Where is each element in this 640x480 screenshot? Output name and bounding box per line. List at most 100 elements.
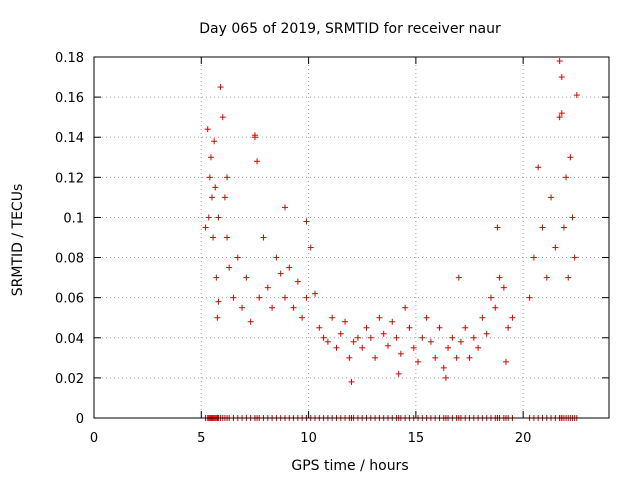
data-point [286,264,293,271]
data-point [354,334,361,341]
grid-layer [94,57,609,418]
data-point [202,224,209,231]
data-point [348,378,355,385]
data-point [539,224,546,231]
data-point [453,354,460,361]
data-point [466,354,473,361]
data-point [221,194,228,201]
data-point [563,174,570,181]
y-tick-label: 0.08 [55,252,84,267]
data-point [543,274,550,281]
data-point [299,314,306,321]
y-tick-label: 0.06 [55,292,84,307]
data-point [206,174,213,181]
data-point [573,92,580,99]
data-point [303,218,310,225]
x-tick-label: 0 [90,431,98,446]
plot-frame [93,56,610,419]
data-point [432,354,439,361]
data-point [247,318,254,325]
data-point [397,350,404,357]
data-point [558,110,565,117]
data-point [329,314,336,321]
data-point [239,304,246,311]
data-point [217,84,224,91]
data-point [571,254,578,261]
data-point [419,334,426,341]
data-point [215,214,222,221]
data-point [402,304,409,311]
data-point [462,324,469,331]
data-point [307,244,314,251]
data-point [333,344,340,351]
data-point [224,234,231,241]
data-point [277,270,284,277]
data-point [556,58,563,65]
data-point [359,344,366,351]
data-point [492,304,499,311]
data-point [269,304,276,311]
x-tick-label: 5 [197,431,205,446]
data-point [211,138,218,145]
data-point [204,126,211,133]
data-point [251,132,258,139]
y-axis-label: SRMTID / TECUs [10,184,26,297]
data-point [350,338,357,345]
data-point [234,254,241,261]
data-point [475,344,482,351]
data-point [457,338,464,345]
data-point [324,338,331,345]
data-point [346,354,353,361]
data-point [264,284,271,291]
data-point [254,158,261,165]
data-point [380,330,387,337]
data-point [215,298,222,305]
data-point [483,330,490,337]
data-point [479,314,486,321]
data-point [445,344,452,351]
data-point [210,234,217,241]
data-point [290,304,297,311]
data-point [363,324,370,331]
data-point [487,294,494,301]
data-point [243,274,250,281]
data-point [395,370,402,377]
x-tick-label: 10 [300,431,317,446]
data-point [205,214,212,221]
data-point [500,284,507,291]
data-point [342,318,349,325]
data-point [496,274,503,281]
data-point [455,274,462,281]
data-point [567,154,574,161]
data-point [273,254,280,261]
data-point [219,114,226,121]
chart-title: Day 065 of 2019, SRMTID for receiver nau… [199,21,501,37]
data-point [509,314,516,321]
data-point [565,274,572,281]
data-point [530,254,537,261]
data-point [556,114,563,121]
data-point [393,334,400,341]
data-point [294,278,301,285]
data-point [569,214,576,221]
data-point [552,244,559,251]
data-point [436,324,443,331]
data-point [449,334,456,341]
x-tick-label: 20 [515,431,532,446]
data-point [384,342,391,349]
y-tick-label: 0.18 [55,51,84,66]
y-tick-label: 0.04 [55,332,84,347]
data-point [303,294,310,301]
data-point [213,274,220,281]
data-point [281,294,288,301]
data-point [494,224,501,231]
data-point [367,334,374,341]
data-point [209,194,216,201]
data-point [440,364,447,371]
data-point [548,194,555,201]
data-point [406,324,413,331]
data-point [503,358,509,365]
data-point [320,334,327,341]
data-point [372,354,379,361]
